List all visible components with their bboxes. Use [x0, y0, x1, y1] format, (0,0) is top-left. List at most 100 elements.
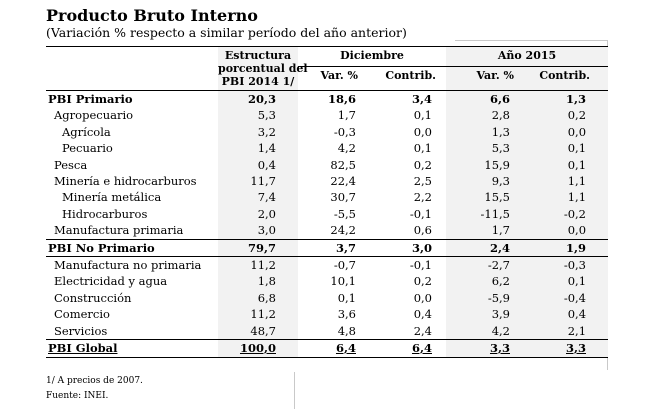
header-estructura-line1: Estructura	[224, 49, 292, 62]
cell-var-dic: -5,5	[333, 206, 356, 221]
cell-contrib-anio: 1,3	[524, 90, 609, 108]
table-row: Pecuario 1,4 4,2 0,1 5,3 0,1	[46, 140, 609, 157]
frame-top-line	[455, 40, 607, 41]
cell-var-anio: -11,5	[446, 205, 524, 223]
cell-contrib-anio: 1,1	[524, 189, 609, 206]
cell-contrib-dic: 3,0	[411, 240, 432, 255]
cell-var-anio: 4,2	[446, 322, 524, 340]
table-row: Hidrocarburos 2,0 -5,5 -0,1 -11,5 -0,2	[46, 205, 609, 223]
row-label: Manufactura no primaria	[54, 258, 202, 273]
cell-contrib-anio: 1,1	[524, 173, 609, 190]
table-row: Agrícola 3,2 -0,3 0,0 1,3 0,0	[46, 123, 609, 141]
table-body: PBI Primario 20,3 18,6 3,4 6,6 1,3 Agropecuari…	[46, 90, 609, 357]
cell-contrib-anio: 0,1	[524, 156, 609, 174]
cell-contrib-dic: 0,4	[413, 307, 432, 322]
header-anio: Año 2015	[446, 46, 609, 67]
row-label: Hidrocarburos	[62, 206, 148, 221]
pbi-table: Estructura porcentual del PBI 2014 1/ Di…	[46, 46, 609, 358]
cell-contrib-dic: -0,1	[409, 258, 432, 273]
table-row: Minería e hidrocarburos 11,7 22,4 2,5 9,3 1,1	[46, 173, 609, 190]
cell-var-dic: 22,4	[330, 174, 356, 189]
cell-contrib-anio: 0,1	[524, 140, 609, 157]
header-contrib-dic: Contrib.	[385, 68, 436, 82]
table-row: PBI No Primario 79,7 3,7 3,0 2,4 1,9	[46, 239, 609, 257]
row-label: Minería metálica	[62, 190, 162, 205]
header-row-1: Estructura porcentual del PBI 2014 1/ Di…	[46, 46, 609, 91]
table-row: Electricidad y agua 1,8 10,1 0,2 6,2 0,1	[46, 273, 609, 290]
cell-var-dic: 18,6	[327, 92, 356, 106]
cell-var-anio: -5,9	[446, 289, 524, 307]
cell-var-anio: 5,3	[446, 140, 524, 157]
cell-contrib-anio: 0,0	[524, 222, 609, 240]
cell-var-dic: 30,7	[330, 190, 356, 205]
cell-contrib-dic: 0,0	[413, 290, 432, 305]
table-row: Servicios 48,7 4,8 2,4 4,2 2,1	[46, 322, 609, 340]
cell-contrib-anio: 1,9	[524, 239, 609, 257]
table-subtitle: (Variación % respecto a similar período …	[46, 25, 407, 40]
cell-var-anio: 3,9	[446, 306, 524, 323]
cell-estructura: 11,7	[218, 173, 298, 190]
header-estructura-line3: PBI 2014 1/	[221, 75, 295, 88]
cell-estructura: 11,2	[218, 306, 298, 323]
cell-estructura: 1,8	[218, 273, 298, 290]
row-label: Electricidad y agua	[54, 274, 168, 289]
cell-estructura: 3,0	[218, 222, 298, 240]
header-var-anio: Var. %	[446, 66, 524, 86]
cell-contrib-dic: 0,2	[413, 157, 432, 172]
frame-mid-line	[294, 372, 295, 409]
cell-contrib-dic: -0,1	[409, 206, 432, 221]
table-row: Comercio 11,2 3,6 0,4 3,9 0,4	[46, 306, 609, 323]
header-var-dic: Var. %	[320, 68, 358, 82]
row-label: PBI Global	[48, 341, 118, 356]
cell-contrib-anio: 3,3	[524, 339, 609, 357]
cell-var-dic: 1,7	[337, 108, 356, 123]
row-label: Agropecuario	[54, 108, 134, 123]
row-label: Pesca	[54, 157, 88, 172]
row-label: Construcción	[54, 290, 132, 305]
row-label: Minería e hidrocarburos	[54, 174, 197, 189]
table-row: PBI Primario 20,3 18,6 3,4 6,6 1,3	[46, 90, 609, 108]
cell-var-anio: 15,5	[446, 189, 524, 206]
table-row: Manufactura no primaria 11,2 -0,7 -0,1 -2,7-…	[46, 256, 609, 274]
cell-estructura: 20,3	[218, 90, 298, 108]
cell-var-dic: 6,4	[335, 341, 356, 356]
cell-estructura: 5,3	[218, 107, 298, 124]
header-estructura: Estructura porcentual del PBI 2014 1/	[218, 46, 308, 91]
header-row-2: Var. % Contrib. Var. % Contrib.	[46, 66, 609, 86]
cell-estructura: 11,2	[218, 256, 298, 274]
cell-var-anio: 9,3	[446, 173, 524, 190]
cell-contrib-dic: 0,6	[413, 223, 432, 238]
row-label: Pecuario	[62, 141, 113, 156]
cell-var-anio: 2,8	[446, 107, 524, 124]
cell-contrib-anio: 0,4	[524, 306, 609, 323]
cell-contrib-dic: 2,5	[413, 174, 432, 189]
cell-var-dic: 4,8	[337, 323, 356, 338]
row-label: Comercio	[54, 307, 110, 322]
cell-var-dic: 24,2	[330, 223, 356, 238]
cell-estructura: 3,2	[218, 123, 298, 141]
header-contrib-anio: Contrib.	[524, 66, 609, 86]
cell-var-dic: 4,2	[337, 141, 356, 156]
cell-var-anio: 1,7	[446, 222, 524, 240]
cell-estructura: 1,4	[218, 140, 298, 157]
cell-contrib-dic: 2,2	[413, 190, 432, 205]
cell-var-anio: 1,3	[446, 123, 524, 141]
table-row: Manufactura primaria 3,0 24,2 0,6 1,7 0,0	[46, 222, 609, 240]
row-label: PBI Primario	[48, 92, 133, 106]
cell-contrib-dic: 0,1	[413, 141, 432, 156]
cell-contrib-dic: 0,0	[413, 124, 432, 139]
cell-contrib-dic: 0,2	[413, 274, 432, 289]
cell-var-dic: 10,1	[330, 274, 356, 289]
table-row: Agropecuario 5,3 1,7 0,1 2,8 0,2	[46, 107, 609, 124]
cell-var-anio: 6,6	[446, 90, 524, 108]
cell-contrib-anio: -0,3	[524, 256, 609, 274]
cell-contrib-anio: 0,0	[524, 123, 609, 141]
row-label: Servicios	[54, 323, 108, 338]
cell-var-anio: 15,9	[446, 156, 524, 174]
table-row: Minería metálica 7,4 30,7 2,2 15,5 1,1	[46, 189, 609, 206]
cell-var-dic: -0,3	[333, 124, 356, 139]
cell-var-dic: -0,7	[333, 258, 356, 273]
cell-var-anio: -2,7	[446, 256, 524, 274]
header-row-3	[46, 85, 609, 91]
row-label: Agrícola	[62, 124, 111, 139]
